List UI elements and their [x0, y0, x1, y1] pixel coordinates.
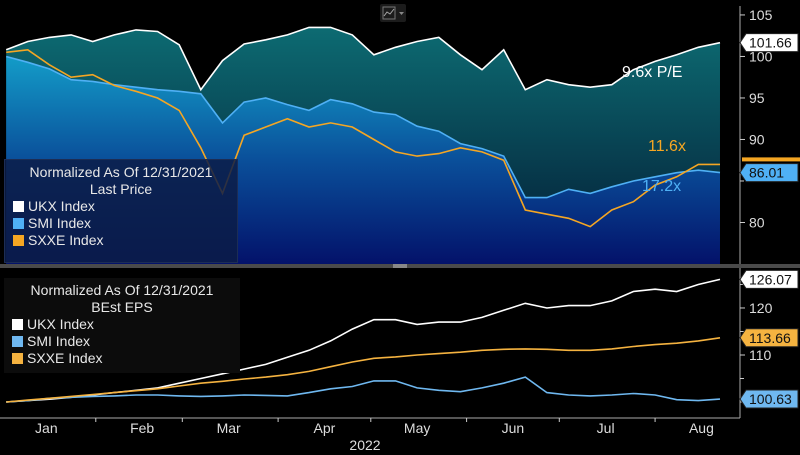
legend-item-smi[interactable]: SMI Index — [12, 333, 232, 350]
divider-handle[interactable] — [393, 264, 407, 268]
value-tag-bg — [739, 33, 799, 53]
legend-item-sxxe[interactable]: SXXE Index — [12, 350, 232, 367]
x-tick-label: Jan — [35, 420, 58, 436]
legend-label: SXXE Index — [28, 232, 104, 248]
x-tick-label: Feb — [130, 420, 154, 436]
legend-item-ukx[interactable]: UKX Index — [12, 316, 232, 333]
price-y-tick-label: 90 — [749, 131, 765, 147]
legend-item-ukx[interactable]: UKX Index — [13, 198, 229, 215]
axes: 80 90 95 100 105 110 120 101.66 86.01 126.07 100.6… — [0, 6, 800, 453]
x-axis-year-label: 2022 — [349, 437, 380, 453]
legend-subtitle: Last Price — [89, 181, 153, 197]
value-tag-text: 126.07 — [749, 271, 792, 287]
price-y-tick-label: 100 — [749, 48, 773, 64]
legend-subtitle: BEst EPS — [91, 299, 153, 315]
sxxe-price-tag — [742, 157, 800, 162]
smi-last-price-tag: 86.01 — [739, 163, 799, 183]
value-tag-text: 101.66 — [749, 35, 792, 51]
line-chart-icon — [382, 6, 404, 20]
swatch — [13, 235, 24, 246]
value-tag-text: 113.66 — [749, 330, 791, 346]
swatch — [12, 319, 23, 330]
swatch — [13, 201, 24, 212]
sxxe-last-eps-tag: 113.66 — [739, 328, 799, 348]
eps-y-tick-label: 120 — [749, 300, 773, 316]
legend-label: SXXE Index — [27, 350, 103, 366]
series-annotation: 9.6x P/E — [622, 64, 682, 81]
legend-title: Normalized As Of 12/31/2021 — [30, 282, 214, 298]
value-tag-bg — [739, 269, 799, 289]
x-tick-label: Jul — [597, 420, 615, 436]
series-annotation: 11.6x — [648, 138, 686, 155]
x-tick-label: Mar — [217, 420, 241, 436]
x-tick-label: Apr — [314, 420, 336, 436]
series-annotation: 17.2x — [642, 178, 681, 195]
eps-legend: Normalized As Of 12/31/2021 BEst EPS UKX… — [4, 278, 240, 373]
value-tag-bg — [739, 328, 799, 348]
legend-item-sxxe[interactable]: SXXE Index — [13, 232, 229, 249]
swatch — [12, 353, 23, 364]
sxxe-eps-line — [6, 337, 721, 403]
ukx-price-line — [5, 26, 721, 92]
price-y-tick-label: 95 — [749, 90, 765, 106]
smi-eps-line — [6, 376, 721, 403]
eps-panel — [6, 278, 721, 403]
x-tick-label: Jun — [502, 420, 525, 436]
price-y-tick-label: 80 — [749, 214, 765, 230]
price-y-tick-label: 105 — [749, 7, 773, 23]
smi-last-eps-tag: 100.63 — [739, 389, 799, 409]
swatch — [12, 336, 23, 347]
legend-label: UKX Index — [28, 198, 95, 214]
eps-y-tick-label: 110 — [749, 347, 772, 363]
legend-label: SMI Index — [27, 333, 91, 349]
ukx-last-eps-tag: 126.07 — [739, 269, 799, 289]
smi-price-line — [5, 55, 721, 199]
legend-title: Normalized As Of 12/31/2021 — [29, 164, 213, 180]
ukx-last-price-tag: 101.66 — [739, 33, 799, 53]
chart-type-button[interactable] — [380, 4, 406, 22]
legend-label: SMI Index — [28, 215, 92, 231]
value-tag-text: 86.01 — [749, 165, 784, 181]
price-legend: Normalized As Of 12/31/2021 Last Price U… — [4, 159, 238, 263]
legend-item-smi[interactable]: SMI Index — [13, 215, 229, 232]
swatch — [13, 218, 24, 229]
value-tag-text: 100.63 — [749, 391, 792, 407]
sxxe-price-line — [6, 48, 720, 228]
value-tag-bg — [739, 389, 799, 409]
x-tick-label: Aug — [689, 420, 714, 436]
x-tick-label: May — [404, 420, 430, 436]
value-tag-bg — [739, 163, 799, 183]
legend-label: UKX Index — [27, 316, 94, 332]
